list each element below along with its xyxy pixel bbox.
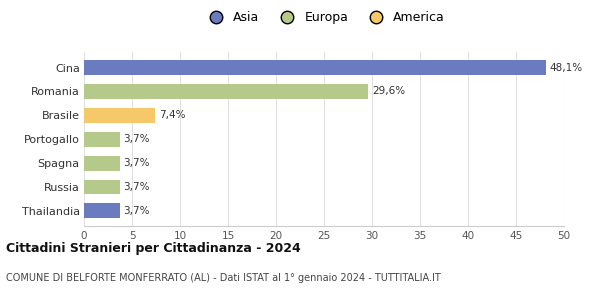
Text: 3,7%: 3,7% bbox=[124, 182, 150, 192]
Bar bbox=[84, 84, 368, 99]
Bar bbox=[84, 156, 119, 171]
Text: 29,6%: 29,6% bbox=[372, 86, 405, 96]
Text: 7,4%: 7,4% bbox=[159, 110, 185, 120]
Bar bbox=[84, 180, 119, 194]
Text: 3,7%: 3,7% bbox=[124, 134, 150, 144]
Text: COMUNE DI BELFORTE MONFERRATO (AL) - Dati ISTAT al 1° gennaio 2024 - TUTTITALIA.: COMUNE DI BELFORTE MONFERRATO (AL) - Dat… bbox=[6, 273, 441, 283]
Bar bbox=[84, 60, 546, 75]
Bar bbox=[84, 108, 155, 123]
Text: Cittadini Stranieri per Cittadinanza - 2024: Cittadini Stranieri per Cittadinanza - 2… bbox=[6, 242, 301, 255]
Legend: Asia, Europa, America: Asia, Europa, America bbox=[198, 6, 450, 29]
Text: 3,7%: 3,7% bbox=[124, 158, 150, 168]
Text: 3,7%: 3,7% bbox=[124, 206, 150, 216]
Bar bbox=[84, 204, 119, 218]
Text: 48,1%: 48,1% bbox=[550, 63, 583, 72]
Bar bbox=[84, 132, 119, 147]
